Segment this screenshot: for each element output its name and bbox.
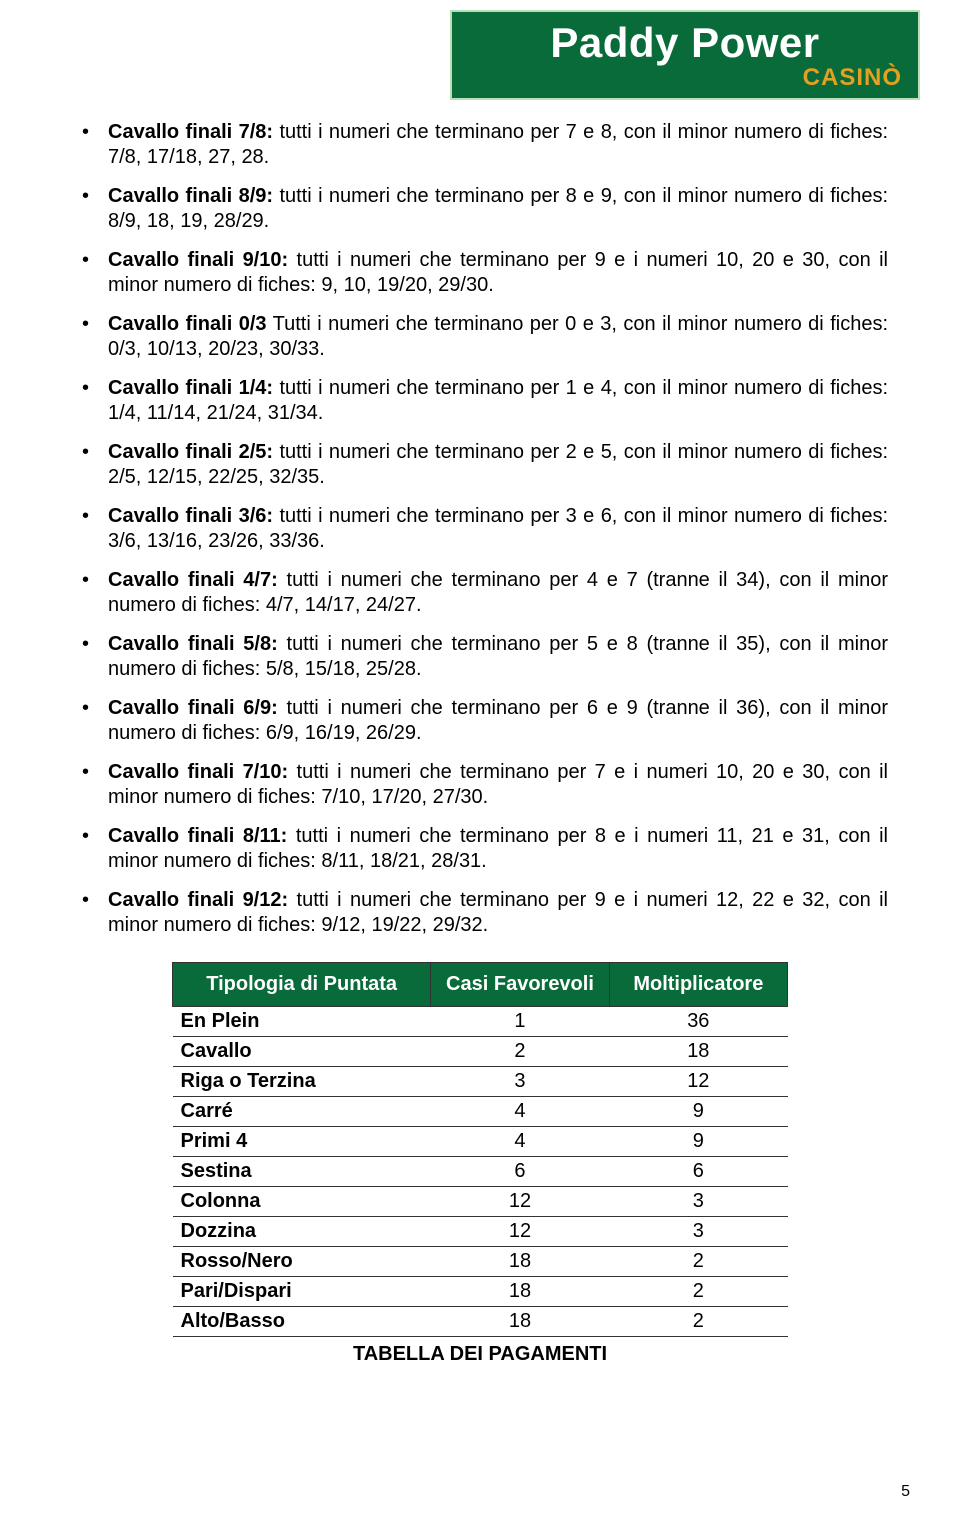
table-body: En Plein136Cavallo218Riga o Terzina312Ca… <box>173 1007 788 1337</box>
cell-cases: 18 <box>431 1307 609 1337</box>
cell-cases: 18 <box>431 1277 609 1307</box>
cell-multiplier: 18 <box>609 1037 787 1067</box>
cell-multiplier: 3 <box>609 1217 787 1247</box>
list-item: Cavallo finali 5/8: tutti i numeri che t… <box>72 632 888 682</box>
cell-multiplier: 6 <box>609 1157 787 1187</box>
bullet-label: Cavallo finali 9/10: <box>108 249 288 271</box>
table-row: En Plein136 <box>173 1007 788 1037</box>
list-item: Cavallo finali 9/10: tutti i numeri che … <box>72 248 888 298</box>
cell-multiplier: 12 <box>609 1067 787 1097</box>
header-logo-area: Paddy Power CASINÒ <box>0 0 960 120</box>
list-item: Cavallo finali 4/7: tutti i numeri che t… <box>72 568 888 618</box>
page-number: 5 <box>901 1483 910 1501</box>
table-row: Alto/Basso182 <box>173 1307 788 1337</box>
col-header-multiplier: Moltiplicatore <box>609 963 787 1007</box>
document-content: Cavallo finali 7/8: tutti i numeri che t… <box>0 120 960 1396</box>
table-caption: TABELLA DEI PAGAMENTI <box>72 1343 888 1366</box>
cell-type: Riga o Terzina <box>173 1067 431 1097</box>
table-row: Primi 449 <box>173 1127 788 1157</box>
cell-cases: 6 <box>431 1157 609 1187</box>
table-row: Cavallo218 <box>173 1037 788 1067</box>
cell-multiplier: 2 <box>609 1247 787 1277</box>
table-row: Rosso/Nero182 <box>173 1247 788 1277</box>
list-item: Cavallo finali 0/3 Tutti i numeri che te… <box>72 312 888 362</box>
cell-cases: 18 <box>431 1247 609 1277</box>
bullet-label: Cavallo finali 6/9: <box>108 697 278 719</box>
cell-cases: 12 <box>431 1217 609 1247</box>
cell-cases: 12 <box>431 1187 609 1217</box>
table-row: Pari/Dispari182 <box>173 1277 788 1307</box>
cell-type: Alto/Basso <box>173 1307 431 1337</box>
table-row: Dozzina123 <box>173 1217 788 1247</box>
cell-cases: 4 <box>431 1097 609 1127</box>
bullet-label: Cavallo finali 9/12: <box>108 889 288 911</box>
cell-cases: 2 <box>431 1037 609 1067</box>
list-item: Cavallo finali 6/9: tutti i numeri che t… <box>72 696 888 746</box>
bullet-label: Cavallo finali 7/10: <box>108 761 288 783</box>
col-header-cases: Casi Favorevoli <box>431 963 609 1007</box>
list-item: Cavallo finali 9/12: tutti i numeri che … <box>72 888 888 938</box>
logo-sub-text: CASINÒ <box>803 66 902 90</box>
cell-multiplier: 9 <box>609 1097 787 1127</box>
bullet-label: Cavallo finali 2/5: <box>108 441 273 463</box>
bullet-label: Cavallo finali 8/9: <box>108 185 273 207</box>
cell-type: En Plein <box>173 1007 431 1037</box>
cell-multiplier: 36 <box>609 1007 787 1037</box>
list-item: Cavallo finali 8/9: tutti i numeri che t… <box>72 184 888 234</box>
cell-type: Rosso/Nero <box>173 1247 431 1277</box>
cell-cases: 4 <box>431 1127 609 1157</box>
list-item: Cavallo finali 3/6: tutti i numeri che t… <box>72 504 888 554</box>
table-row: Colonna123 <box>173 1187 788 1217</box>
list-item: Cavallo finali 8/11: tutti i numeri che … <box>72 824 888 874</box>
list-item: Cavallo finali 1/4: tutti i numeri che t… <box>72 376 888 426</box>
cell-multiplier: 9 <box>609 1127 787 1157</box>
brand-logo: Paddy Power CASINÒ <box>450 10 920 100</box>
list-item: Cavallo finali 2/5: tutti i numeri che t… <box>72 440 888 490</box>
logo-main-text: Paddy Power <box>468 22 902 64</box>
table-header-row: Tipologia di Puntata Casi Favorevoli Mol… <box>173 963 788 1007</box>
cell-cases: 1 <box>431 1007 609 1037</box>
payments-table-wrap: Tipologia di Puntata Casi Favorevoli Mol… <box>72 962 888 1337</box>
cell-multiplier: 2 <box>609 1307 787 1337</box>
list-item: Cavallo finali 7/10: tutti i numeri che … <box>72 760 888 810</box>
col-header-type: Tipologia di Puntata <box>173 963 431 1007</box>
table-row: Sestina66 <box>173 1157 788 1187</box>
bullet-label: Cavallo finali 8/11: <box>108 825 287 847</box>
bullet-label: Cavallo finali 5/8: <box>108 633 278 655</box>
list-item: Cavallo finali 7/8: tutti i numeri che t… <box>72 120 888 170</box>
cell-cases: 3 <box>431 1067 609 1097</box>
cell-type: Dozzina <box>173 1217 431 1247</box>
cell-multiplier: 2 <box>609 1277 787 1307</box>
cell-type: Primi 4 <box>173 1127 431 1157</box>
cell-type: Carré <box>173 1097 431 1127</box>
bullet-label: Cavallo finali 3/6: <box>108 505 273 527</box>
cell-multiplier: 3 <box>609 1187 787 1217</box>
table-row: Carré49 <box>173 1097 788 1127</box>
table-row: Riga o Terzina312 <box>173 1067 788 1097</box>
payments-table: Tipologia di Puntata Casi Favorevoli Mol… <box>172 962 788 1337</box>
cell-type: Colonna <box>173 1187 431 1217</box>
bullet-label: Cavallo finali 7/8: <box>108 121 273 143</box>
bullet-label: Cavallo finali 0/3 <box>108 313 267 335</box>
bullet-list: Cavallo finali 7/8: tutti i numeri che t… <box>72 120 888 938</box>
bullet-label: Cavallo finali 4/7: <box>108 569 278 591</box>
cell-type: Cavallo <box>173 1037 431 1067</box>
bullet-label: Cavallo finali 1/4: <box>108 377 273 399</box>
cell-type: Pari/Dispari <box>173 1277 431 1307</box>
cell-type: Sestina <box>173 1157 431 1187</box>
